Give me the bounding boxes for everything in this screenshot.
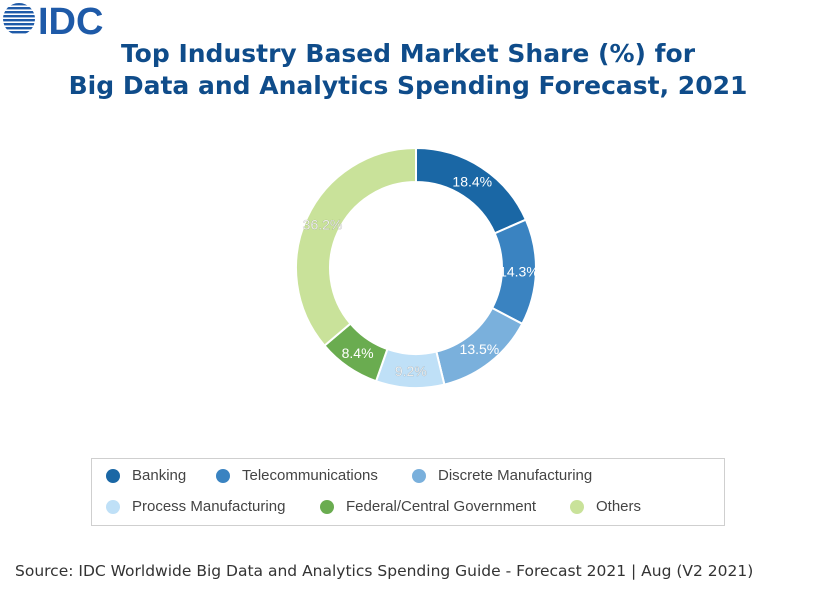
donut-label-process-manufacturing: 9.2%: [395, 363, 427, 379]
legend-label: Federal/Central Government: [346, 498, 537, 515]
legend-item-telecommunications: Telecommunications: [216, 467, 378, 484]
donut-label-federal-central-government: 8.4%: [342, 345, 374, 361]
idc-logo-globe-icon: [3, 3, 35, 34]
legend-label: Process Manufacturing: [132, 498, 286, 515]
legend-swatch: [412, 468, 426, 483]
legend-label: Telecommunications: [242, 467, 378, 484]
chart-legend: Banking Telecommunications Discrete Manufa…: [91, 458, 725, 526]
legend-item-federal-central-government: Federal/Central Government: [320, 498, 536, 515]
donut-slice-banking: [415, 146, 528, 235]
legend-label: Discrete Manufacturing: [438, 467, 593, 484]
chart-title-line-2: Big Data and Analytics Spending Forecast…: [68, 71, 748, 100]
idc-logo-text: IDC: [38, 1, 103, 43]
legend-swatch: [106, 468, 120, 483]
legend-item-others: Others: [570, 498, 641, 515]
legend-swatch: [570, 499, 584, 514]
idc-logo: IDC: [3, 1, 103, 43]
chart-title-line-1: Top Industry Based Market Share (%) for: [120, 39, 696, 68]
donut-slice-others: [295, 146, 417, 348]
legend-item-discrete-manufacturing: Discrete Manufacturing: [412, 467, 592, 484]
source-note: Source: IDC Worldwide Big Data and Analy…: [15, 562, 754, 580]
donut-label-telecommunications: 14.3%: [499, 264, 539, 280]
legend-item-process-manufacturing: Process Manufacturing: [106, 498, 285, 515]
donut-label-others: 36.2%: [303, 217, 343, 233]
legend-label: Others: [596, 498, 642, 515]
donut-label-banking: 18.4%: [452, 174, 492, 190]
legend-swatch: [106, 499, 120, 514]
chart-title: Top Industry Based Market Share (%) for …: [0, 38, 816, 102]
legend-swatch: [320, 499, 334, 514]
legend-label: Banking: [132, 467, 187, 484]
donut-label-discrete-manufacturing: 13.5%: [460, 341, 500, 357]
legend-swatch: [216, 468, 230, 483]
legend-item-banking: Banking: [106, 467, 186, 484]
